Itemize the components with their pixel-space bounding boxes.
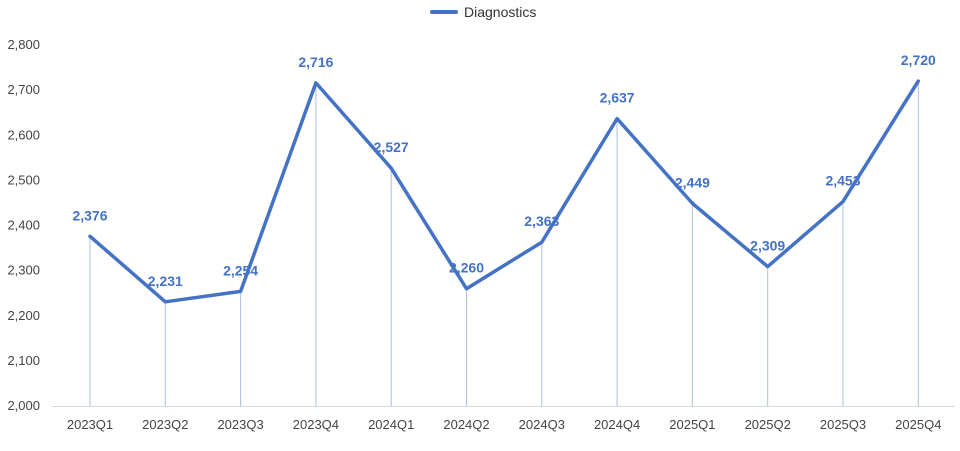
x-tick-label: 2023Q3 bbox=[217, 417, 263, 432]
y-tick-label: 2,300 bbox=[7, 263, 40, 278]
legend-label: Diagnostics bbox=[464, 4, 537, 20]
x-tick-label: 2024Q3 bbox=[519, 417, 565, 432]
y-tick-label: 2,200 bbox=[7, 308, 40, 323]
x-tick-label: 2025Q1 bbox=[669, 417, 715, 432]
y-tick-label: 2,100 bbox=[7, 353, 40, 368]
x-tick-label: 2023Q1 bbox=[67, 417, 113, 432]
data-label: 2,453 bbox=[825, 173, 860, 189]
y-tick-label: 2,800 bbox=[7, 37, 40, 52]
y-tick-label: 2,000 bbox=[7, 398, 40, 413]
x-tick-label: 2023Q2 bbox=[142, 417, 188, 432]
data-label: 2,309 bbox=[750, 238, 785, 254]
data-label: 2,637 bbox=[600, 90, 635, 106]
legend-swatch bbox=[430, 10, 458, 14]
drop-lines bbox=[89, 81, 919, 406]
y-axis-ticks: 2,000 2,100 2,200 2,300 2,400 2,500 2,600 2,700… bbox=[7, 37, 40, 413]
x-tick-label: 2023Q4 bbox=[293, 417, 339, 432]
y-tick-label: 2,600 bbox=[7, 127, 40, 142]
data-label: 2,363 bbox=[524, 213, 559, 229]
x-tick-label: 2025Q2 bbox=[745, 417, 791, 432]
data-label: 2,376 bbox=[72, 207, 107, 223]
data-label: 2,231 bbox=[148, 273, 183, 289]
data-label: 2,260 bbox=[449, 260, 484, 276]
y-tick-label: 2,400 bbox=[7, 218, 40, 233]
y-tick-label: 2,700 bbox=[7, 82, 40, 97]
x-tick-label: 2024Q1 bbox=[368, 417, 414, 432]
x-tick-label: 2025Q4 bbox=[895, 417, 941, 432]
y-tick-label: 2,500 bbox=[7, 172, 40, 187]
data-label: 2,720 bbox=[901, 52, 936, 68]
x-axis-ticks: 2023Q1 2023Q2 2023Q3 2023Q4 2024Q1 2024Q2 2024… bbox=[67, 417, 942, 432]
x-tick-label: 2025Q3 bbox=[820, 417, 866, 432]
data-label: 2,254 bbox=[223, 262, 258, 278]
data-labels: 2,376 2,231 2,254 2,716 2,527 2,260 2,363 2,637… bbox=[72, 52, 936, 289]
data-label: 2,449 bbox=[675, 174, 710, 190]
series-line-diagnostics bbox=[88, 79, 921, 304]
legend: Diagnostics bbox=[430, 4, 536, 20]
data-label: 2,716 bbox=[298, 54, 333, 70]
x-tick-label: 2024Q2 bbox=[443, 417, 489, 432]
data-label: 2,527 bbox=[374, 139, 409, 155]
x-tick-label: 2024Q4 bbox=[594, 417, 640, 432]
